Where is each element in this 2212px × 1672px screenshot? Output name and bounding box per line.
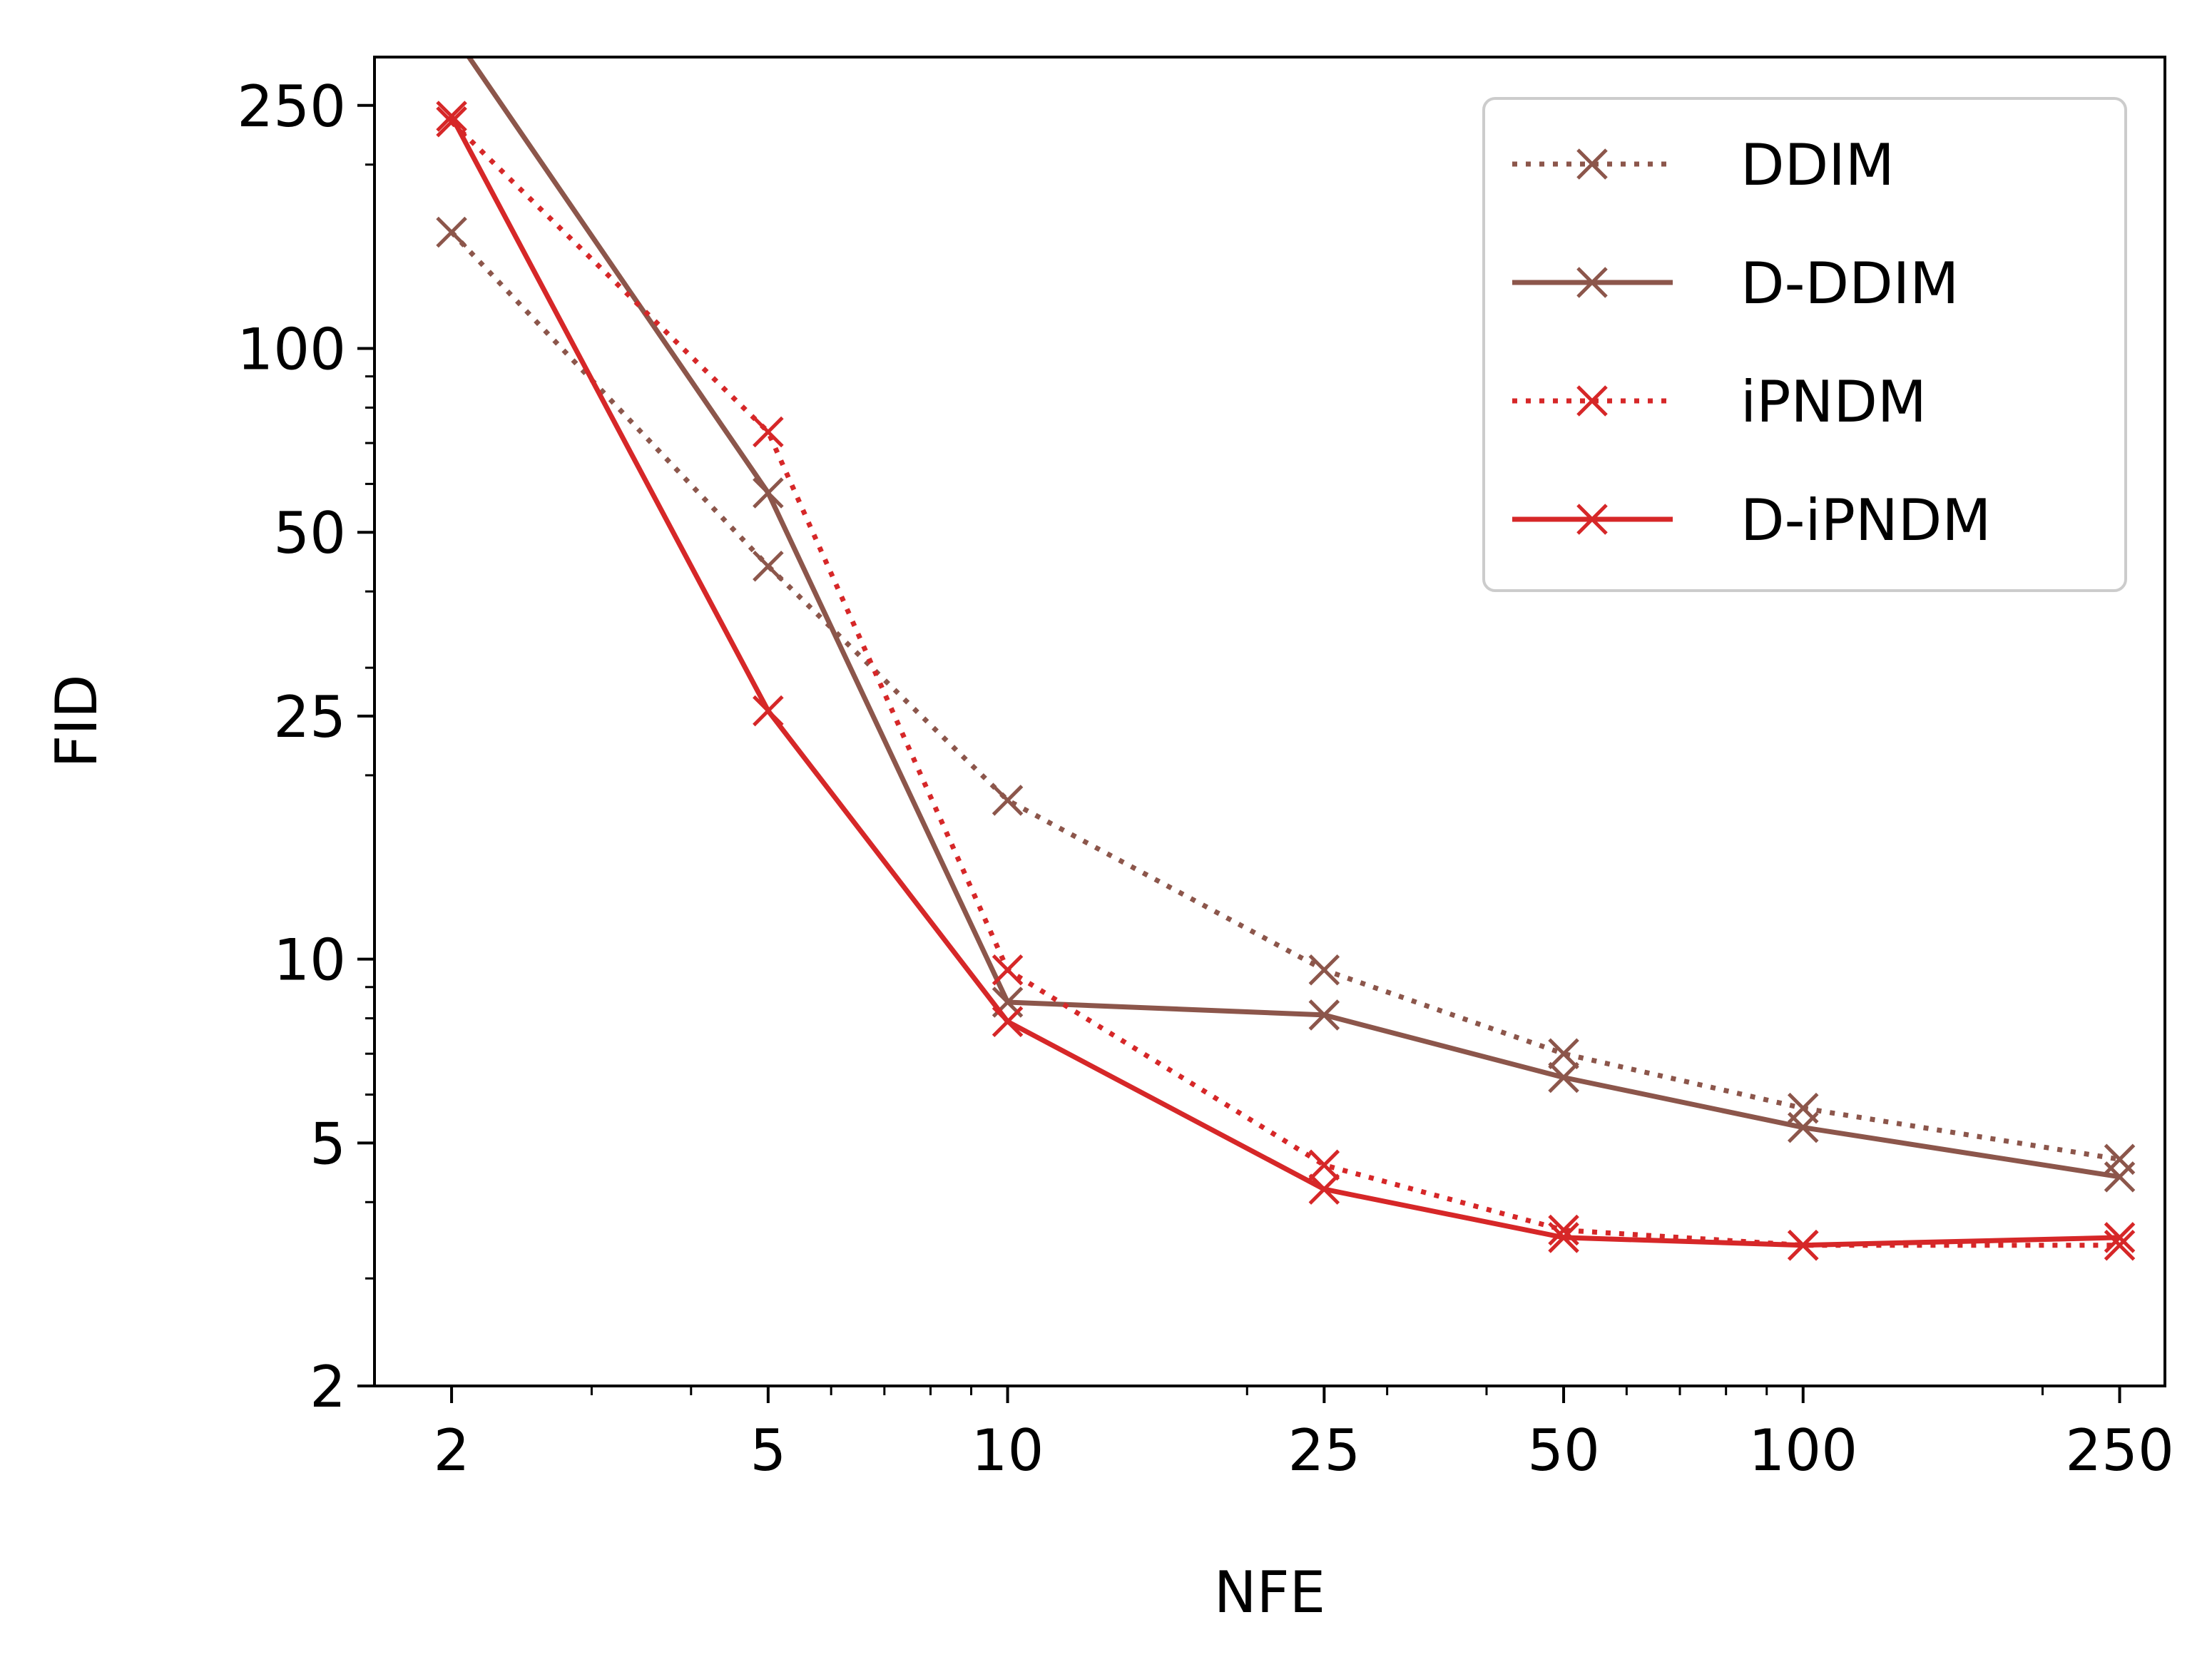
y-tick-label-250: 250	[237, 73, 346, 140]
data-point-ddim-5	[753, 550, 784, 582]
data-point-ipndm-5	[753, 416, 784, 448]
x-tick-label-5: 5	[750, 1417, 786, 1484]
legend-marker-d-ddim	[1576, 267, 1608, 298]
plot-frame	[373, 56, 2166, 1387]
data-point-ddim-2	[436, 216, 467, 248]
data-point-d-ddim-250	[2104, 1161, 2136, 1193]
legend-label-ipndm: iPNDM	[1740, 369, 1927, 435]
legend-marker-ipndm	[1576, 385, 1608, 417]
x-tick-label-2: 2	[434, 1417, 470, 1484]
legend-frame	[1482, 97, 2127, 592]
x-tick-label-10: 10	[972, 1417, 1044, 1484]
data-point-d-ipndm-10	[992, 1006, 1024, 1038]
data-point-d-ipndm-25	[1308, 1173, 1340, 1205]
y-tick-label-5: 5	[310, 1111, 346, 1177]
legend: DDIM D-DDIM iPNDM D-iPNDM	[1482, 97, 2127, 592]
legend-marker-ddim	[1576, 148, 1608, 180]
data-point-ipndm-10	[992, 954, 1024, 986]
data-point-ddim-10	[992, 785, 1024, 816]
x-tick-label-50: 50	[1527, 1417, 1600, 1484]
data-point-d-ddim-100	[1787, 1111, 1819, 1143]
data-point-ddim-50	[1548, 1038, 1579, 1069]
x-tick-label-100: 100	[1748, 1417, 1857, 1484]
legend-label-ddim: DDIM	[1740, 132, 1895, 198]
legend-item-d-ddim: D-DDIM	[1512, 250, 1959, 317]
series-ddim	[436, 216, 2136, 1176]
legend-item-ipndm: iPNDM	[1512, 369, 1927, 435]
legend-marker-d-ipndm	[1576, 504, 1608, 535]
legend-items: DDIM D-DDIM iPNDM D-iPNDM	[1512, 132, 1991, 554]
y-tick-label-50: 50	[273, 500, 346, 566]
data-point-d-ipndm-50	[1548, 1222, 1579, 1253]
x-axis-label: NFE	[1214, 1559, 1325, 1626]
legend-item-ddim: DDIM	[1512, 132, 1895, 198]
data-point-d-ipndm-5	[753, 695, 784, 727]
y-tick-label-10: 10	[273, 927, 346, 994]
data-point-d-ddim-5	[753, 477, 784, 509]
data-point-d-ddim-25	[1308, 999, 1340, 1031]
data-point-d-ipndm-100	[1787, 1229, 1819, 1261]
data-point-d-ipndm-2	[436, 101, 467, 132]
y-axis-label: FID	[44, 674, 110, 768]
data-point-ddim-25	[1308, 954, 1340, 986]
x-tick-label-250: 250	[2065, 1417, 2174, 1484]
legend-item-d-ipndm: D-iPNDM	[1512, 487, 1991, 554]
series-layer	[436, 57, 2136, 1261]
data-point-d-ipndm-250	[2104, 1222, 2136, 1253]
data-point-ipndm-25	[1308, 1149, 1340, 1181]
y-tick-label-2: 2	[310, 1354, 346, 1420]
legend-label-d-ipndm: D-iPNDM	[1740, 487, 1991, 554]
legend-label-d-ddim: D-DDIM	[1740, 250, 1959, 317]
series-d-ipndm	[436, 101, 2136, 1261]
data-point-d-ddim-50	[1548, 1061, 1579, 1094]
y-tick-label-25: 25	[273, 684, 346, 750]
y-tick-label-100: 100	[237, 316, 346, 382]
x-tick-label-25: 25	[1288, 1417, 1360, 1484]
